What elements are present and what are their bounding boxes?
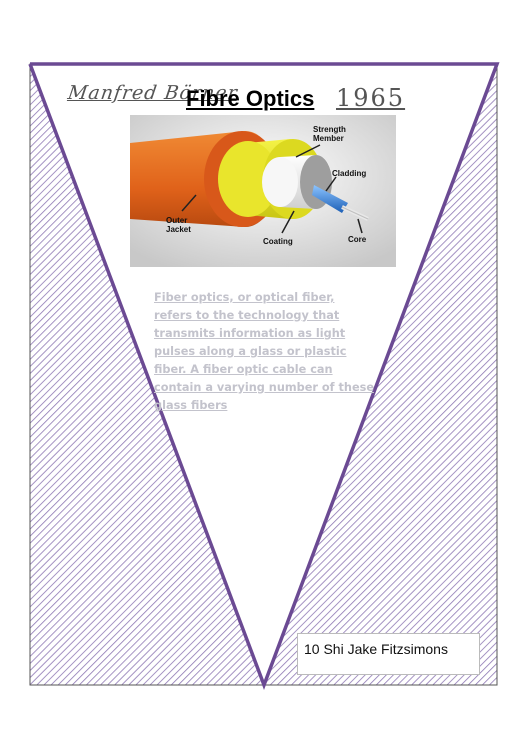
student-name: 10 Shi Jake Fitzsimons <box>304 641 448 657</box>
description-text: Fiber optics, or optical fiber, refers t… <box>154 291 374 412</box>
fiber-cable-illustration <box>130 115 396 267</box>
poster-title: Fibre Optics <box>186 86 315 111</box>
label-coating: Coating <box>263 237 293 246</box>
fiber-cable-diagram: Strength Member Cladding Outer Jacket Co… <box>130 115 396 267</box>
label-cladding: Cladding <box>332 169 367 178</box>
label-core: Core <box>348 235 367 244</box>
label-outer-jacket: Outer Jacket <box>166 216 191 234</box>
v-border <box>28 62 500 690</box>
year-handwritten: 1965 <box>336 84 406 112</box>
label-strength-member: Strength Member <box>313 125 346 143</box>
student-name-box: 10 Shi Jake Fitzsimons <box>297 633 480 675</box>
